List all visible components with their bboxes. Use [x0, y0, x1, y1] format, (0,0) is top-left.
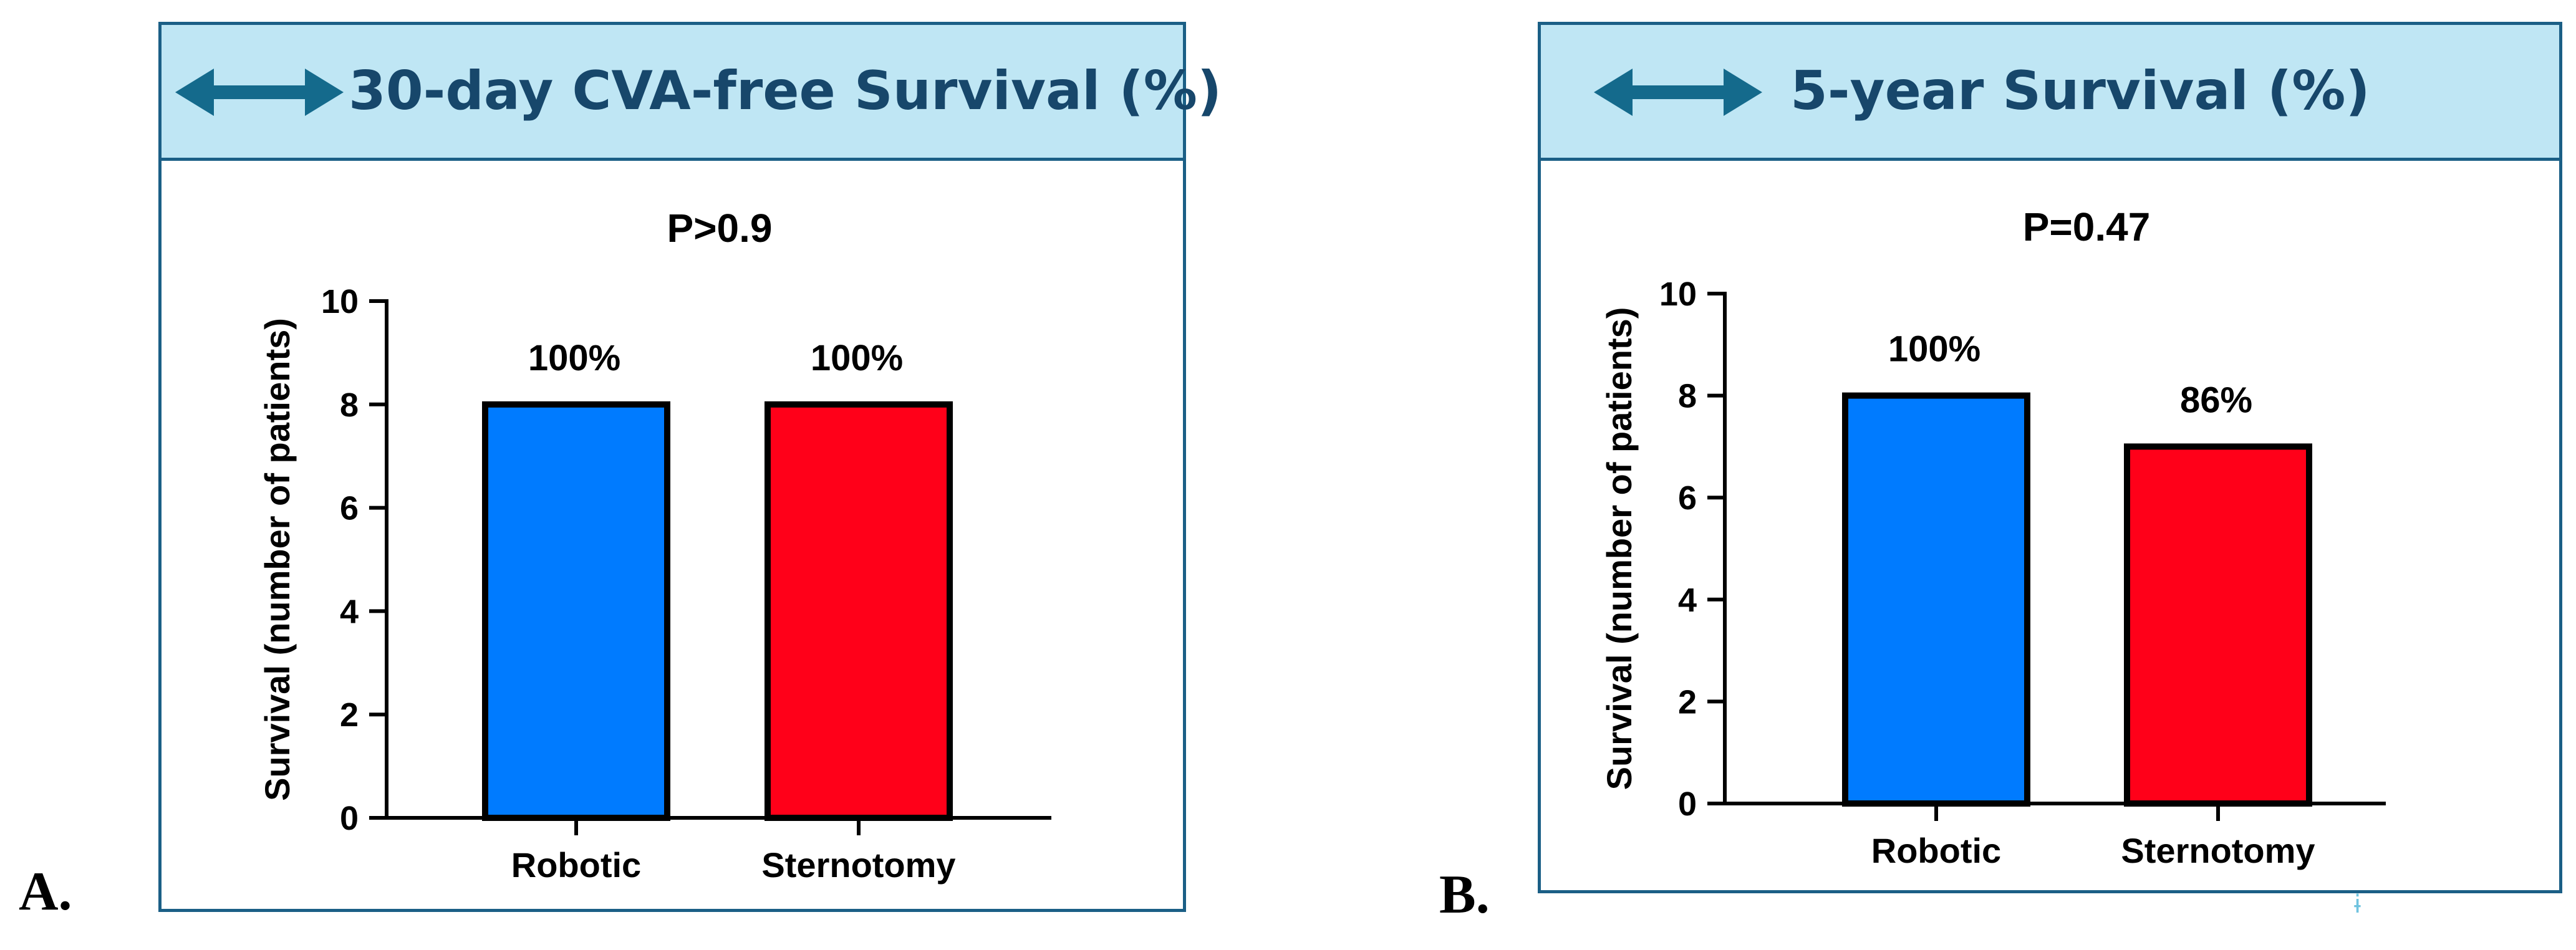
- y-tick-label: 6: [340, 490, 359, 527]
- data-label-robotic: 100%: [528, 338, 620, 378]
- x-tick-label-sternotomy: Sternotomy: [761, 845, 955, 885]
- panel-a-title: 30-day CVA-free Survival (%): [349, 60, 1222, 122]
- y-tick-label: 6: [1678, 479, 1697, 517]
- y-tick-label: 8: [1678, 378, 1697, 415]
- chart-a: P>0.9 Survival (number of patients) 0 2 4 6 8 1…: [258, 206, 1051, 885]
- y-tick-label: 4: [1678, 582, 1697, 619]
- y-tick-label: 2: [340, 696, 359, 734]
- panel-b-header: 5-year Survival (%): [1541, 25, 2559, 161]
- panel-a-label: A.: [19, 861, 72, 922]
- y-tick-label: 8: [340, 386, 359, 424]
- panel-b-title: 5-year Survival (%): [1790, 60, 2370, 122]
- y-tick-label: 0: [1678, 785, 1697, 823]
- y-axis-label: Survival (number of patients): [1599, 307, 1639, 790]
- bar-sternotomy: [2124, 443, 2312, 807]
- panel-a: 30-day CVA-free Survival (%) P>0.9 Surviv…: [158, 22, 1222, 912]
- chart-title: P=0.47: [2023, 204, 2151, 249]
- y-tick-label: 4: [340, 593, 359, 630]
- data-label-sternotomy: 100%: [811, 338, 903, 378]
- x-tick-label-robotic: Robotic: [1871, 831, 2001, 870]
- bar-robotic: [1842, 392, 2030, 807]
- panel-b-label: B.: [1439, 865, 1490, 925]
- chart-title: P>0.9: [667, 206, 772, 251]
- bar-sternotomy: [765, 401, 953, 821]
- y-tick-label: 10: [1659, 276, 1697, 313]
- double-arrow-icon: [175, 69, 344, 116]
- x-tick-label-sternotomy: Sternotomy: [2121, 831, 2315, 870]
- panel-b: 5-year Survival (%) P=0.47 Survival (numb…: [1538, 22, 2562, 893]
- chart-b: P=0.47 Survival (number of patients) 0 2 4 6 8…: [1599, 204, 2386, 870]
- y-tick-label: 10: [321, 283, 359, 320]
- bar-robotic: [482, 401, 670, 821]
- panel-a-header: 30-day CVA-free Survival (%): [162, 25, 1222, 161]
- data-label-sternotomy: 86%: [2180, 380, 2252, 420]
- y-tick-label: 2: [1678, 683, 1697, 721]
- y-tick-label: 0: [340, 800, 359, 837]
- watermark-glyph: ɨ: [2354, 890, 2361, 919]
- x-tick-label-robotic: Robotic: [511, 845, 641, 885]
- double-arrow-icon: [1594, 69, 1762, 116]
- y-axis-label: Survival (number of patients): [258, 318, 297, 801]
- data-label-robotic: 100%: [1888, 329, 1980, 370]
